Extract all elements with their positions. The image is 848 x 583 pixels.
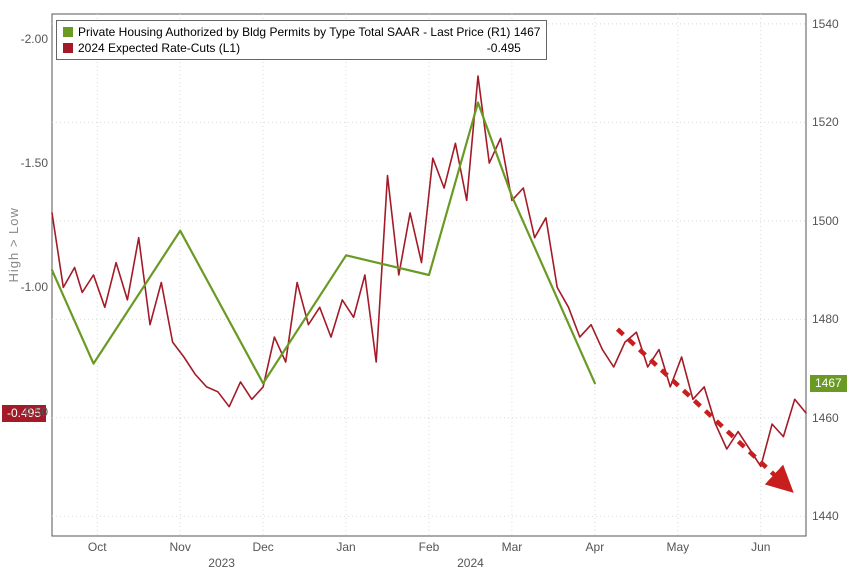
legend-swatch (63, 43, 73, 53)
left-axis-title: High > Low (6, 207, 21, 282)
tick-label: Oct (88, 540, 107, 554)
tick-label: May (666, 540, 689, 554)
legend-item: Private Housing Authorized by Bldg Permi… (63, 24, 540, 40)
chart-svg (0, 0, 848, 583)
tick-label: Feb (419, 540, 440, 554)
tick-label: 2023 (208, 556, 235, 570)
tick-label: Jan (336, 540, 355, 554)
tick-label: 1460 (812, 411, 839, 425)
tick-label: Apr (586, 540, 605, 554)
legend-swatch (63, 27, 73, 37)
chart-container: High > Low Private Housing Authorized by… (0, 0, 848, 583)
tick-label: Mar (502, 540, 523, 554)
tick-label: 1500 (812, 214, 839, 228)
legend-label: 2024 Expected Rate-Cuts (L1) -0.495 (78, 40, 521, 56)
legend: Private Housing Authorized by Bldg Permi… (56, 20, 547, 60)
tick-label: -2.00 (12, 32, 48, 46)
tick-label: 1520 (812, 115, 839, 129)
legend-item: 2024 Expected Rate-Cuts (L1) -0.495 (63, 40, 540, 56)
tick-label: 2024 (457, 556, 484, 570)
tick-label: Jun (751, 540, 770, 554)
tick-label: 1540 (812, 17, 839, 31)
tick-label: -1.50 (12, 156, 48, 170)
tick-label: -1.00 (12, 280, 48, 294)
right-axis-callout: 1467 (810, 375, 847, 392)
tick-label: 1480 (812, 312, 839, 326)
tick-label: Dec (252, 540, 273, 554)
legend-label: Private Housing Authorized by Bldg Permi… (78, 24, 540, 40)
tick-label: 1440 (812, 509, 839, 523)
tick-label: Nov (170, 540, 191, 554)
tick-label: -0.50 (12, 405, 48, 419)
